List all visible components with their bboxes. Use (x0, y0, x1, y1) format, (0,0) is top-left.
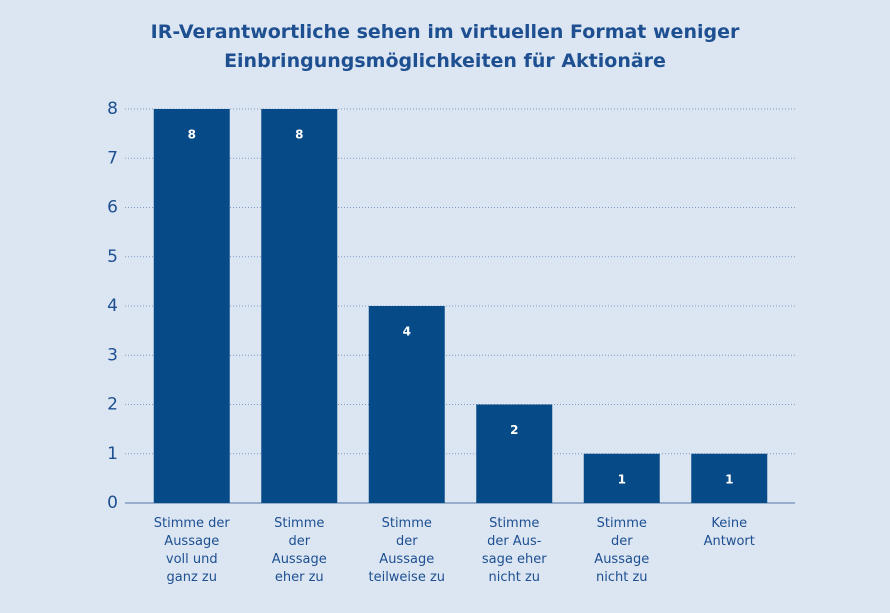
bar (476, 404, 553, 503)
x-tick-label-line: der (288, 534, 310, 549)
x-tick-label: Stimme der Aussage nicht zu (594, 516, 649, 585)
chart-title: IR-Verantwortliche sehen im virtuellen F… (150, 21, 740, 72)
y-tick-label: 7 (107, 148, 118, 168)
y-tick-label: 5 (107, 247, 118, 267)
y-tick-label: 2 (107, 395, 118, 415)
x-tick-label-line: Aussage (272, 552, 327, 567)
bar (261, 109, 338, 503)
x-tick-label-line: sage eher (482, 552, 547, 567)
x-tick-label-line: Antwort (704, 534, 755, 549)
bar (691, 453, 768, 503)
x-tick-label-line: ganz zu (167, 570, 217, 585)
y-tick-label: 1 (107, 444, 118, 464)
y-tick-label: 8 (107, 99, 118, 119)
x-tick-label-line: Aussage (594, 552, 649, 567)
x-tick-label-line: eher zu (275, 570, 324, 585)
value-label: 8 (295, 128, 303, 142)
y-tick-label: 4 (107, 296, 118, 316)
x-tick-label-line: Stimme der (154, 516, 231, 531)
x-tick-label-line: Aussage (379, 552, 434, 567)
x-tick-label-line: Aussage (164, 534, 219, 549)
x-tick-label-line: Stimme (274, 516, 324, 531)
x-tick-label: Stimme der Aussage voll und ganz zu (154, 516, 231, 585)
x-tick-label-line: nicht zu (488, 570, 540, 585)
x-tick-label: Keine Antwort (704, 516, 755, 549)
y-tick-label: 3 (107, 345, 118, 365)
x-tick-label-line: Keine (711, 516, 747, 531)
bar (583, 453, 660, 503)
y-tick-label: 6 (107, 198, 118, 218)
x-tick-label-line: Stimme (597, 516, 647, 531)
x-tick-label-line: der (611, 534, 633, 549)
x-tick-label: Stimme der Aussage teilweise zu (368, 516, 445, 585)
x-tick-label-line: der Aus- (487, 534, 542, 549)
value-label: 1 (618, 472, 626, 486)
x-tick-label-line: teilweise zu (368, 570, 445, 585)
y-tick-label: 0 (107, 493, 118, 513)
x-tick-label-line: voll und (166, 552, 218, 567)
x-tick-label-line: Stimme (489, 516, 539, 531)
bar (368, 306, 445, 503)
value-label: 4 (403, 325, 411, 339)
value-label: 1 (725, 472, 733, 486)
x-tick-label-line: der (396, 534, 418, 549)
x-tick-label: Stimme der Aussage eher zu (272, 516, 327, 585)
x-tick-label-line: nicht zu (596, 570, 648, 585)
value-label: 8 (188, 128, 196, 142)
x-tick-label-line: Stimme (382, 516, 432, 531)
x-tick-label: Stimme der Aus-sage eher nicht zu (482, 516, 547, 585)
value-label: 2 (510, 423, 518, 437)
bar (153, 109, 230, 503)
